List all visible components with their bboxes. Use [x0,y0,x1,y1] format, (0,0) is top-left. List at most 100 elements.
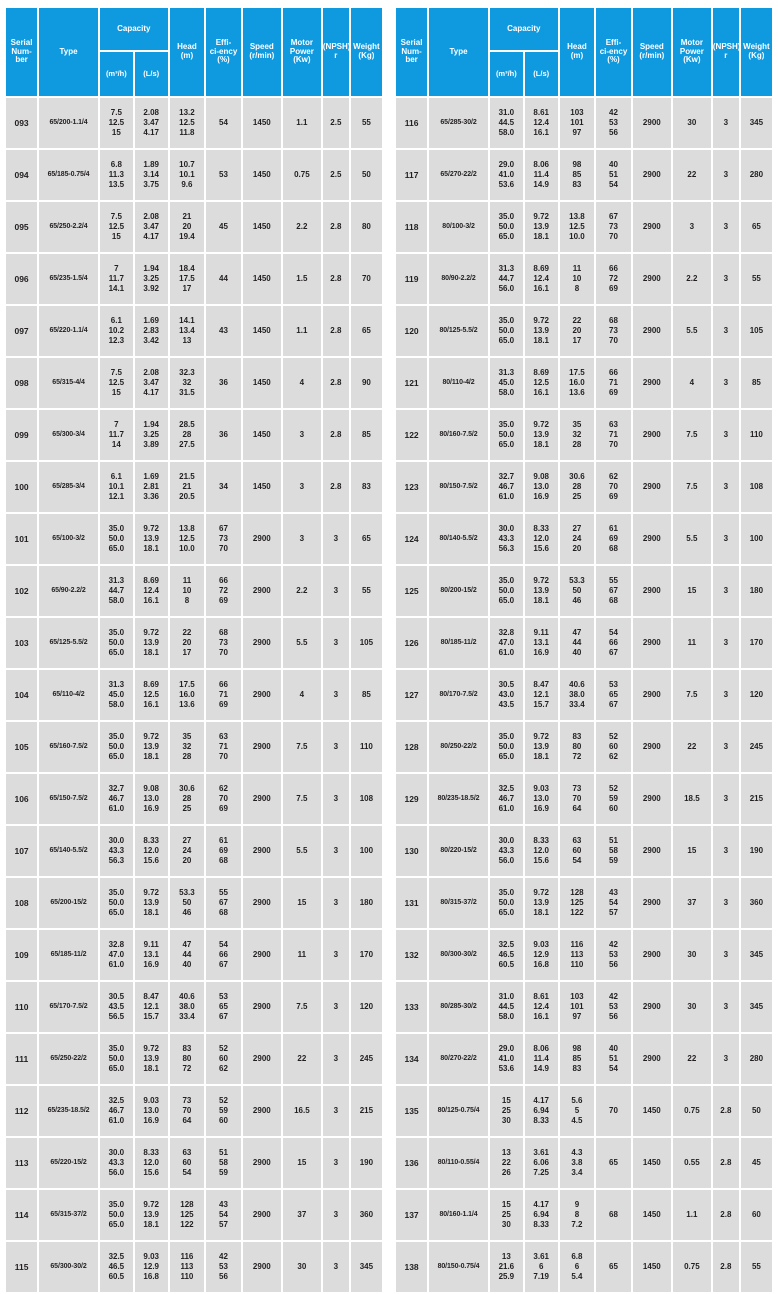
cell-efficiency: 53 65 67 [596,670,631,720]
cell-type: 80/185-11/2 [429,618,488,668]
cell-type: 80/300-30/2 [429,930,488,980]
table-row[interactable]: 124 80/140-5.5/2 30.0 43.3 56.3 8.33 12.0 1… [396,514,772,564]
table-row[interactable]: 121 80/110-4/2 31.3 45.0 58.0 8.69 12.5 16.… [396,358,772,408]
cell-speed: 2900 [242,878,281,928]
cell-capacity-m3h: 6.1 10.1 12.1 [99,462,133,512]
cell-type: 80/100-3/2 [429,202,488,252]
cell-motor-power: 0.75 [672,1086,711,1136]
cell-speed: 1450 [242,98,281,148]
table-row[interactable]: 133 80/285-30/2 31.0 44.5 58.0 8.61 12.4 16… [396,982,772,1032]
table-row[interactable]: 138 80/150-0.75/4 13 21.6 25.9 3.61 6 7.19 6… [396,1242,772,1292]
cell-serial-number: 138 [396,1242,428,1292]
table-row[interactable]: 111 65/250-22/2 35.0 50.0 65.0 9.72 13.9 18… [6,1034,382,1084]
table-row[interactable]: 135 80/125-0.75/4 15 25 30 4.17 6.94 8.33 5.… [396,1086,772,1136]
cell-capacity-m3h: 31.0 44.5 58.0 [489,98,523,148]
cell-npshr: 3 [322,826,349,876]
cell-motor-power: 7.5 [672,462,711,512]
table-row[interactable]: 123 80/150-7.5/2 32.7 46.7 61.0 9.08 13.0 1… [396,462,772,512]
table-row[interactable]: 115 65/300-30/2 32.5 46.5 60.5 9.03 12.9 16… [6,1242,382,1292]
cell-weight: 190 [740,826,772,876]
table-row[interactable]: 129 80/235-18.5/2 32.5 46.7 61.0 9.03 13.0 … [396,774,772,824]
cell-efficiency: 66 71 69 [596,358,631,408]
table-row[interactable]: 104 65/110-4/2 31.3 45.0 58.0 8.69 12.5 16.… [6,670,382,720]
table-row[interactable]: 107 65/140-5.5/2 30.0 43.3 56.3 8.33 12.0 1… [6,826,382,876]
cell-serial-number: 101 [6,514,38,564]
cell-weight: 110 [740,410,772,460]
table-row[interactable]: 132 80/300-30/2 32.5 46.5 60.5 9.03 12.9 16… [396,930,772,980]
table-row[interactable]: 125 80/200-15/2 35.0 50.0 65.0 9.72 13.9 18… [396,566,772,616]
cell-npshr: 3 [712,878,739,928]
cell-capacity-ls: 1.69 2.83 3.42 [134,306,168,356]
table-row[interactable]: 113 65/220-15/2 30.0 43.3 56.0 8.33 12.0 15… [6,1138,382,1188]
left-spec-table: Serial Num- ber Type Capacity Head (m) E… [4,6,384,1294]
cell-efficiency: 54 [206,98,241,148]
table-row[interactable]: 093 65/200-1.1/4 7.5 12.5 15 2.08 3.47 4.17… [6,98,382,148]
cell-speed: 2900 [632,722,671,772]
cell-npshr: 3 [712,358,739,408]
cell-weight: 80 [350,202,382,252]
table-row[interactable]: 106 65/150-7.5/2 32.7 46.7 61.0 9.08 13.0 1… [6,774,382,824]
cell-weight: 360 [350,1190,382,1240]
table-row[interactable]: 116 65/285-30/2 31.0 44.5 58.0 8.61 12.4 16… [396,98,772,148]
cell-weight: 105 [350,618,382,668]
cell-npshr: 3 [712,202,739,252]
cell-type: 80/110-0.55/4 [429,1138,488,1188]
table-row[interactable]: 110 65/170-7.5/2 30.5 43.5 56.5 8.47 12.1 1… [6,982,382,1032]
table-row[interactable]: 122 80/160-7.5/2 35.0 50.0 65.0 9.72 13.9 1… [396,410,772,460]
table-row[interactable]: 103 65/125-5.5/2 35.0 50.0 65.0 9.72 13.9 1… [6,618,382,668]
table-row[interactable]: 126 80/185-11/2 32.8 47.0 61.0 9.11 13.1 16… [396,618,772,668]
col-header-npshr: (NPSH) r [322,8,350,96]
cell-efficiency: 61 69 68 [596,514,631,564]
table-row[interactable]: 128 80/250-22/2 35.0 50.0 65.0 9.72 13.9 18… [396,722,772,772]
table-row[interactable]: 127 80/170-7.5/2 30.5 43.0 43.5 8.47 12.1 1… [396,670,772,720]
table-row[interactable]: 114 65/315-37/2 35.0 50.0 65.0 9.72 13.9 18… [6,1190,382,1240]
cell-npshr: 3 [322,1242,349,1292]
table-row[interactable]: 134 80/270-22/2 29.0 41.0 53.6 8.06 11.4 14… [396,1034,772,1084]
table-row[interactable]: 095 65/250-2.2/4 7.5 12.5 15 2.08 3.47 4.17… [6,202,382,252]
table-row[interactable]: 136 80/110-0.55/4 13 22 26 3.61 6.06 7.25 4.… [396,1138,772,1188]
table-row[interactable]: 099 65/300-3/4 7 11.7 14 1.94 3.25 3.89 28.5… [6,410,382,460]
cell-capacity-ls: 1.69 2.81 3.36 [134,462,168,512]
table-row[interactable]: 096 65/235-1.5/4 7 11.7 14.1 1.94 3.25 3.92… [6,254,382,304]
table-row[interactable]: 105 65/160-7.5/2 35.0 50.0 65.0 9.72 13.9 1… [6,722,382,772]
cell-serial-number: 108 [6,878,38,928]
cell-serial-number: 109 [6,930,38,980]
cell-type: 65/140-5.5/2 [39,826,98,876]
cell-efficiency: 42 53 56 [596,98,631,148]
cell-efficiency: 68 73 70 [596,306,631,356]
table-row[interactable]: 120 80/125-5.5/2 35.0 50.0 65.0 9.72 13.9 1… [396,306,772,356]
cell-capacity-ls: 8.47 12.1 15.7 [524,670,558,720]
cell-capacity-m3h: 35.0 50.0 65.0 [489,202,523,252]
table-row[interactable]: 100 65/285-3/4 6.1 10.1 12.1 1.69 2.81 3.36… [6,462,382,512]
cell-serial-number: 103 [6,618,38,668]
cell-capacity-m3h: 13 22 26 [489,1138,523,1188]
table-row[interactable]: 109 65/185-11/2 32.8 47.0 61.0 9.11 13.1 16… [6,930,382,980]
table-row[interactable]: 112 65/235-18.5/2 32.5 46.7 61.0 9.03 13.0 … [6,1086,382,1136]
cell-type: 80/160-7.5/2 [429,410,488,460]
table-row[interactable]: 119 80/90-2.2/2 31.3 44.7 56.0 8.69 12.4 16… [396,254,772,304]
table-row[interactable]: 130 80/220-15/2 30.0 43.3 56.0 8.33 12.0 15… [396,826,772,876]
cell-motor-power: 1.1 [282,98,321,148]
cell-capacity-ls: 9.72 13.9 18.1 [134,618,168,668]
table-row[interactable]: 102 65/90-2.2/2 31.3 44.7 58.0 8.69 12.4 16… [6,566,382,616]
cell-head: 128 125 122 [169,1190,205,1240]
table-row[interactable]: 097 65/220-1.1/4 6.1 10.2 12.3 1.69 2.83 3.… [6,306,382,356]
table-row[interactable]: 098 65/315-4/4 7.5 12.5 15 2.08 3.47 4.17 32… [6,358,382,408]
cell-weight: 170 [350,930,382,980]
table-row[interactable]: 117 65/270-22/2 29.0 41.0 53.6 8.06 11.4 14… [396,150,772,200]
cell-capacity-m3h: 30.5 43.5 56.5 [99,982,133,1032]
cell-capacity-ls: 8.61 12.4 16.1 [524,98,558,148]
col-header-type: Type [429,8,488,96]
cell-motor-power: 4 [282,670,321,720]
cell-head: 21.5 21 20.5 [169,462,205,512]
table-row[interactable]: 131 80/315-37/2 35.0 50.0 65.0 9.72 13.9 18… [396,878,772,928]
table-row[interactable]: 137 80/160-1.1/4 15 25 30 4.17 6.94 8.33 9 8… [396,1190,772,1240]
cell-capacity-ls: 8.61 12.4 16.1 [524,982,558,1032]
table-row[interactable]: 108 65/200-15/2 35.0 50.0 65.0 9.72 13.9 18… [6,878,382,928]
table-row[interactable]: 118 80/100-3/2 35.0 50.0 65.0 9.72 13.9 18.… [396,202,772,252]
cell-capacity-ls: 8.06 11.4 14.9 [524,150,558,200]
col-header-efficiency: Effi- ci-ency (%) [596,8,631,96]
cell-weight: 55 [740,254,772,304]
table-row[interactable]: 094 65/185-0.75/4 6.8 11.3 13.5 1.89 3.14 3… [6,150,382,200]
table-row[interactable]: 101 65/100-3/2 35.0 50.0 65.0 9.72 13.9 18.… [6,514,382,564]
